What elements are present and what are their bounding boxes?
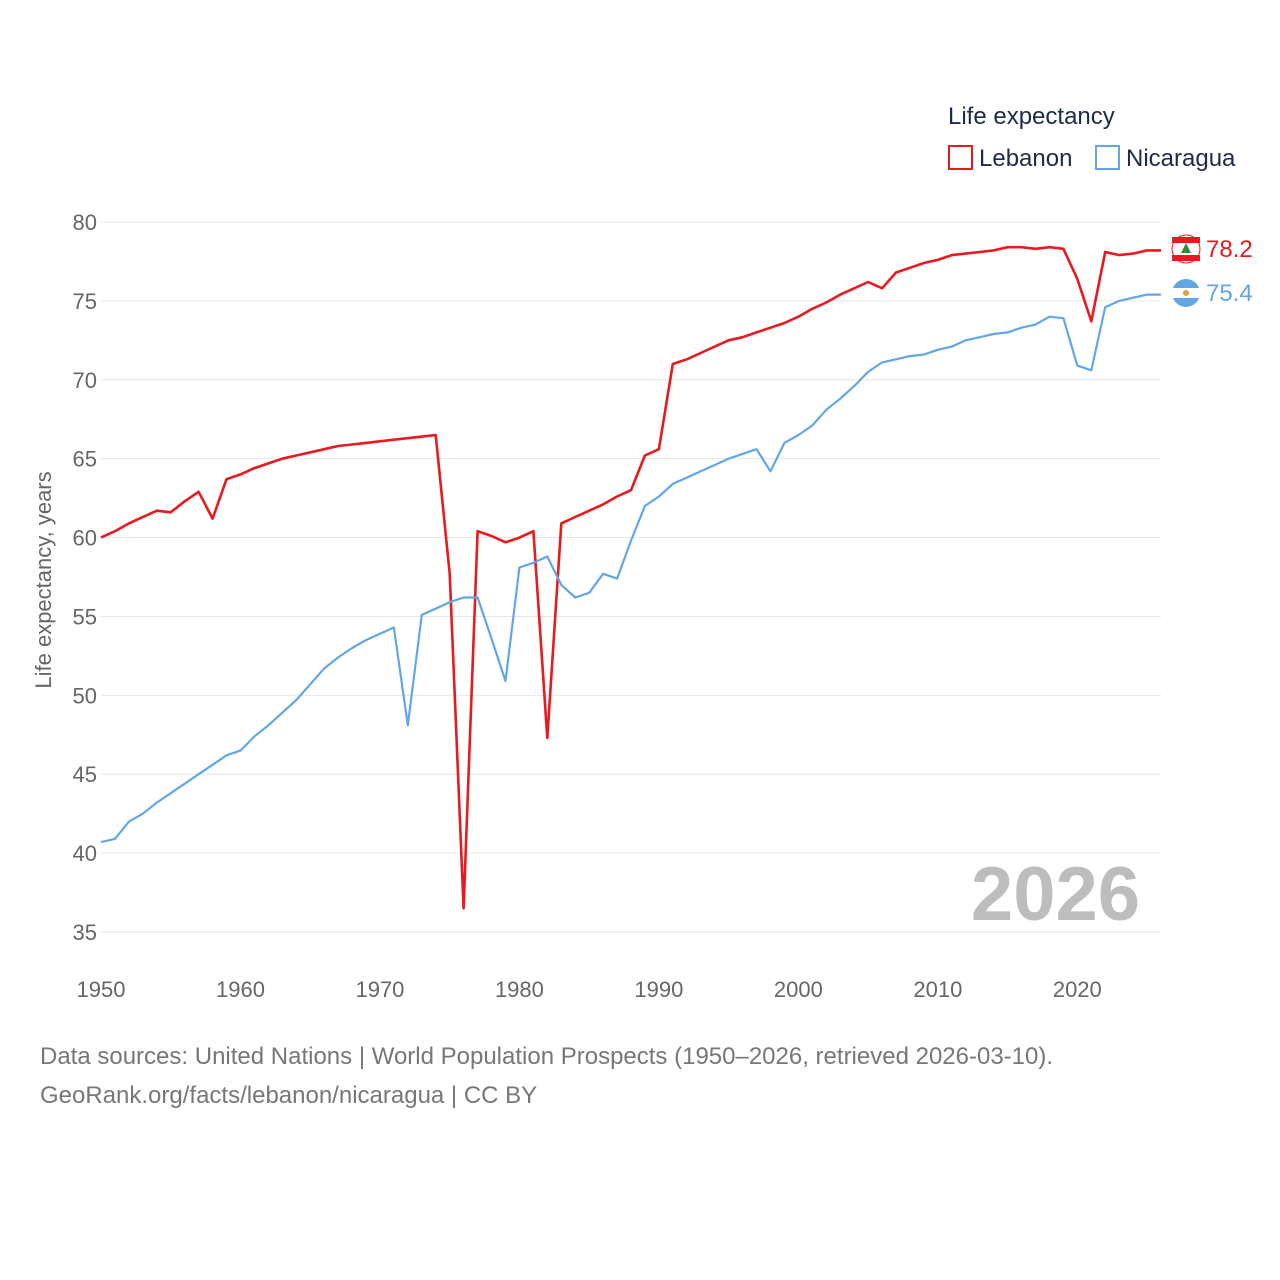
footer-data-sources: Data sources: United Nations | World Pop…: [40, 1043, 1054, 1070]
nicaragua-end-value: 75.4: [1206, 280, 1253, 307]
y-tick-label: 45: [73, 762, 97, 787]
series-line-lebanon[interactable]: [100, 245, 1161, 910]
nicaragua-end-marker: 75.4: [1172, 279, 1253, 307]
y-tick-label: 65: [73, 447, 97, 472]
legend: Life expectancy Lebanon Nicaragua: [948, 103, 1236, 172]
x-tick-label: 1990: [634, 977, 683, 1002]
x-tick-label: 1950: [77, 977, 126, 1002]
lebanon-end-marker: 78.2: [1171, 234, 1253, 264]
x-tick-label: 1960: [216, 977, 265, 1002]
year-watermark: 2026: [971, 852, 1140, 937]
lebanon-flag-bottom-stripe: [1172, 255, 1200, 261]
legend-label-nicaragua[interactable]: Nicaragua: [1126, 145, 1236, 172]
x-tick-label: 2000: [774, 977, 823, 1002]
y-tick-label: 70: [73, 368, 97, 393]
x-axis-ticks: 1950 1960 1970 1980 1990 2000 2010 2020: [77, 977, 1102, 1002]
lebanon-end-value: 78.2: [1206, 236, 1253, 263]
y-tick-label: 50: [73, 683, 97, 708]
y-tick-label: 80: [73, 210, 97, 235]
line-chart: 35 40 45 50 55 60 65 70 75 80 1950 1960 1970 1980 199…: [31, 103, 1253, 1002]
y-tick-label: 35: [73, 920, 97, 945]
x-tick-label: 1970: [355, 977, 404, 1002]
legend-swatch-nicaragua[interactable]: [1095, 145, 1120, 170]
legend-title: Life expectancy: [948, 103, 1115, 130]
y-tick-label: 75: [73, 289, 97, 314]
y-tick-label: 40: [73, 841, 97, 866]
legend-label-lebanon[interactable]: Lebanon: [979, 145, 1072, 172]
nicaragua-emblem-icon: [1183, 290, 1189, 296]
legend-swatch-lebanon[interactable]: [948, 145, 973, 170]
y-axis-label: Life expectancy, years: [31, 471, 56, 688]
cedar-icon: [1181, 243, 1191, 253]
lebanon-flag-top-stripe: [1172, 237, 1200, 243]
grid-lines: [101, 221, 1161, 933]
series-lines: [100, 245, 1161, 910]
y-tick-label: 60: [73, 526, 97, 551]
y-axis-ticks: 35 40 45 50 55 60 65 70 75 80: [73, 210, 97, 945]
y-tick-label: 55: [73, 604, 97, 629]
series-line-nicaragua[interactable]: [100, 293, 1161, 844]
x-tick-label: 1980: [495, 977, 544, 1002]
footer-attribution-link[interactable]: GeoRank.org/facts/lebanon/nicaragua | CC…: [40, 1082, 538, 1109]
x-tick-label: 2010: [913, 977, 962, 1002]
x-tick-label: 2020: [1053, 977, 1102, 1002]
